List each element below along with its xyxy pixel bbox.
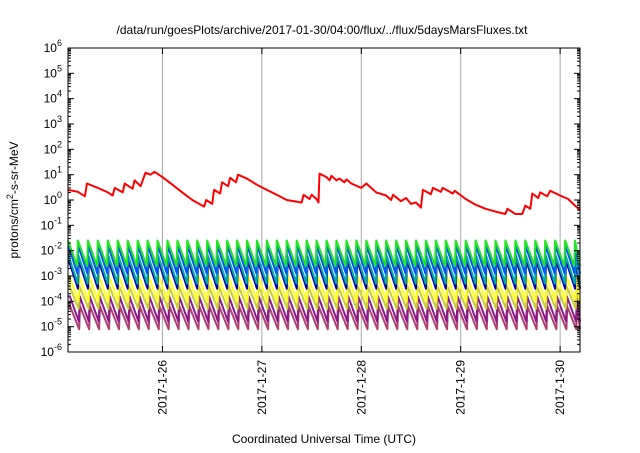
flux-series-line-red — [67, 170, 581, 215]
x-tick-label: 2017-1-29 — [454, 360, 468, 415]
y-axis-label: protons/cm2-s-sr-MeV — [5, 141, 21, 258]
y-axis: 10-6 10-5 10-4 10-3 10-2 10-1 100 101 102 103 104 1… — [41, 38, 580, 359]
grid-layer — [161, 48, 561, 352]
y-tick-label: 10-1 — [41, 215, 62, 232]
y-tick-label: 106 — [44, 38, 62, 55]
y-tick-label: 10-5 — [41, 317, 62, 334]
y-tick-label: 10-6 — [41, 342, 62, 359]
x-tick-label: 2017-1-30 — [553, 360, 567, 415]
y-tick-label: 102 — [44, 139, 62, 156]
x-tick-label: 2017-1-26 — [155, 360, 169, 415]
series-layer — [67, 170, 581, 331]
flux-series-line — [68, 285, 581, 310]
x-tick-label: 2017-1-27 — [255, 360, 269, 415]
y-tick-label: 10-2 — [41, 241, 62, 258]
y-tick-label: 10-4 — [41, 291, 62, 308]
x-tick-label: 2017-1-28 — [354, 360, 368, 415]
y-tick-label: 100 — [44, 190, 62, 207]
x-axis-label: Coordinated Universal Time (UTC) — [232, 432, 416, 446]
y-tick-label: 105 — [44, 63, 62, 80]
plot-frame — [67, 47, 581, 353]
x-axis: 2017-1-26 2017-1-27 2017-1-28 2017-1-29 2017… — [155, 48, 567, 415]
y-tick-label: 101 — [44, 165, 62, 182]
y-tick-label: 103 — [44, 114, 62, 131]
flux-series-line — [67, 239, 581, 267]
y-tick-label: 104 — [44, 89, 62, 106]
chart-title: /data/run/goesPlots/archive/2017-01-30/0… — [117, 23, 529, 37]
y-tick-label: 10-3 — [41, 266, 62, 283]
